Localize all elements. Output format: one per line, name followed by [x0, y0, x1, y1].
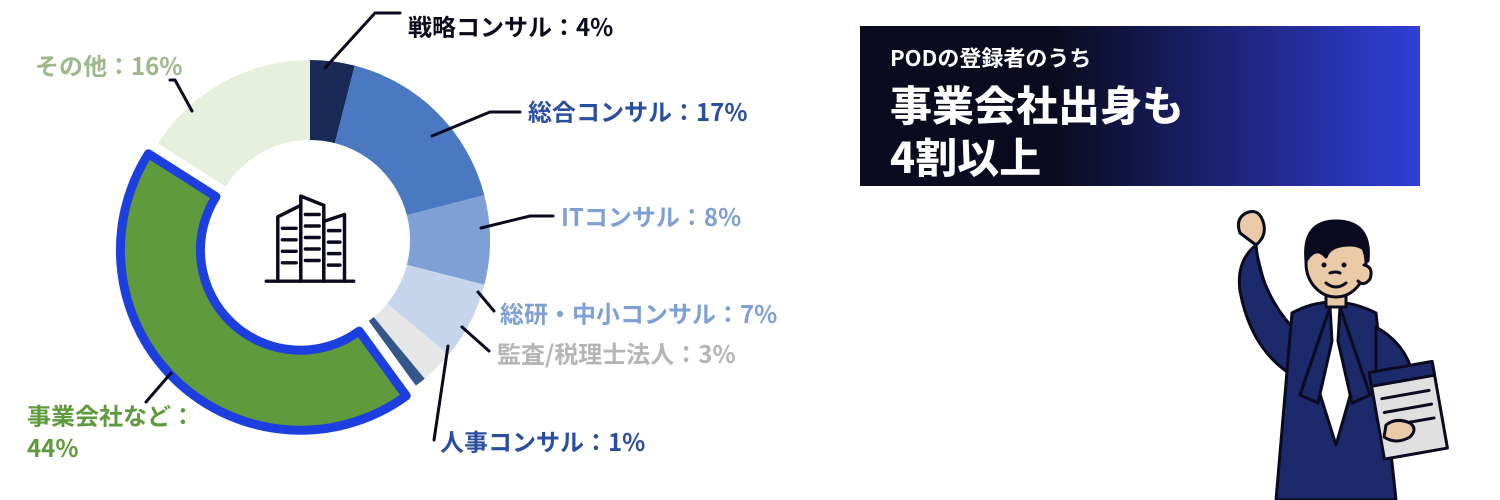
label-soken: 総研・中小コンサル：7% [500, 297, 777, 329]
businessman-illustration [1180, 195, 1450, 500]
label-other: その他：16% [35, 49, 182, 81]
donut-chart [110, 40, 510, 440]
label-audit: 監査/税理士法人：3% [497, 337, 736, 369]
callout-small: PODの登録者のうち [890, 44, 1382, 72]
label-it: ITコンサル：8% [561, 200, 741, 232]
label-sogo: 総合コンサル：17% [528, 95, 747, 127]
label-jigyo: 事業会社など： 44% [27, 399, 195, 464]
label-strategy: 戦略コンサル：4% [408, 10, 613, 42]
callout-big-2: 4割以上 [890, 130, 1382, 183]
headline-callout: PODの登録者のうち 事業会社出身も 4割以上 [860, 26, 1420, 186]
callout-big-1: 事業会社出身も [890, 78, 1382, 131]
buildings-icon [253, 180, 368, 300]
label-jinji: 人事コンサル：1% [440, 425, 645, 457]
